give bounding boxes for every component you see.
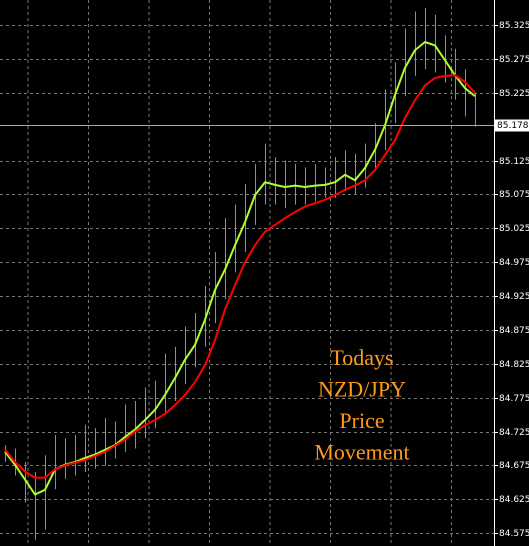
annotation-text: Movement (314, 440, 409, 465)
moving-average-line (4, 41, 476, 496)
y-tick-label: 84.675 (499, 461, 529, 471)
y-tick-label: 84.975 (499, 258, 529, 268)
y-tick-label: 84.875 (499, 326, 529, 336)
annotation-text: NZD/JPY (318, 377, 406, 402)
y-tick-label: 84.625 (499, 495, 529, 505)
annotation-text: Todays (330, 345, 393, 370)
y-tick-label: 85.275 (499, 55, 529, 65)
y-tick-label: 85.325 (499, 21, 529, 31)
y-tick-label: 85.025 (499, 224, 529, 234)
y-tick-label: 85.125 (499, 157, 529, 167)
y-tick-label: 84.775 (499, 394, 529, 404)
y-tick-label: 84.925 (499, 292, 529, 302)
current-price-box (495, 119, 529, 132)
y-tick-label: 84.575 (499, 529, 529, 539)
annotation-text: Price (339, 408, 384, 433)
current-price-label: 85.178 (497, 121, 529, 131)
y-tick-label: 85.225 (499, 89, 529, 99)
moving-average-line (4, 74, 476, 479)
y-tick-label: 84.725 (499, 428, 529, 438)
y-tick-label: 85.075 (499, 190, 529, 200)
y-tick-label: 84.825 (499, 360, 529, 370)
